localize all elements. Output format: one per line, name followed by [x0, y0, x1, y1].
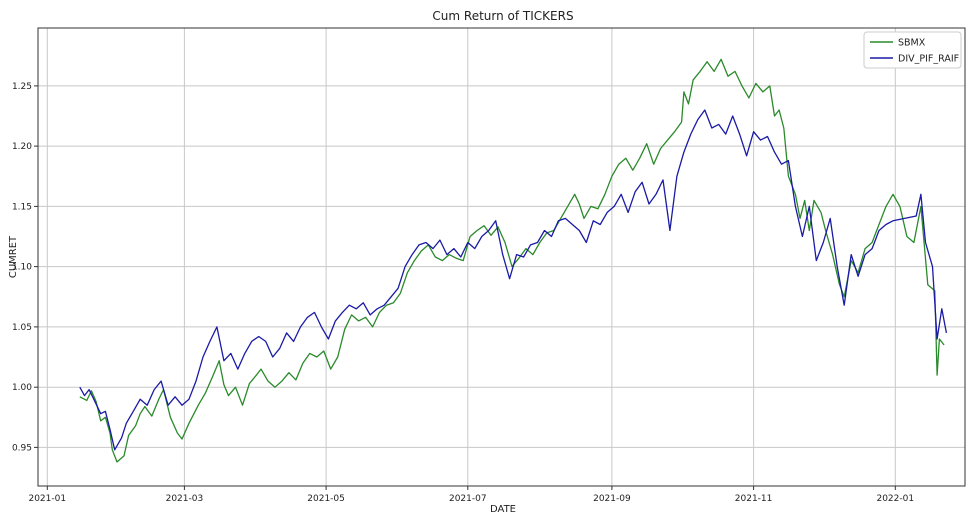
- x-tick-label: 2021-09: [593, 494, 631, 504]
- y-tick-label: 1.05: [12, 323, 32, 333]
- x-axis-label: DATE: [490, 504, 516, 515]
- x-axis: 2021-01 2021-03 2021-05 2021-07 2021-09 2021-…: [28, 486, 914, 504]
- y-tick-label: 1.15: [12, 202, 32, 212]
- legend-label-div-pif-raif: DIV_PIF_RAIF: [898, 54, 959, 65]
- series-line-div-pif-raif: [79, 109, 948, 451]
- legend: SBMX DIV_PIF_RAIF: [863, 31, 962, 69]
- y-tick-label: 1.20: [12, 142, 32, 152]
- x-tick-label: 2021-05: [307, 494, 345, 504]
- y-tick-label: 1.00: [12, 383, 32, 393]
- series-lines: [79, 58, 948, 463]
- y-tick-label: 0.95: [12, 443, 32, 453]
- legend-frame: [863, 31, 962, 69]
- y-tick-label: 1.25: [12, 82, 32, 92]
- y-axis: 0.95 1.00 1.05 1.10 1.15 1.20 1.25: [12, 82, 38, 453]
- x-tick-label: 2021-01: [28, 494, 66, 504]
- grid: [38, 28, 965, 486]
- x-tick-label: 2021-11: [735, 494, 773, 504]
- y-tick-label: 1.10: [12, 263, 32, 273]
- chart-title: Cum Return of TICKERS: [432, 9, 573, 23]
- x-tick-label: 2022-01: [876, 494, 914, 504]
- x-tick-label: 2021-07: [449, 494, 487, 504]
- series-line-sbmx: [79, 58, 945, 463]
- legend-label-sbmx: SBMX: [898, 38, 926, 49]
- plot-frame: [37, 27, 966, 487]
- x-tick-label: 2021-03: [166, 494, 204, 504]
- y-axis-label: CUMRET: [8, 235, 19, 278]
